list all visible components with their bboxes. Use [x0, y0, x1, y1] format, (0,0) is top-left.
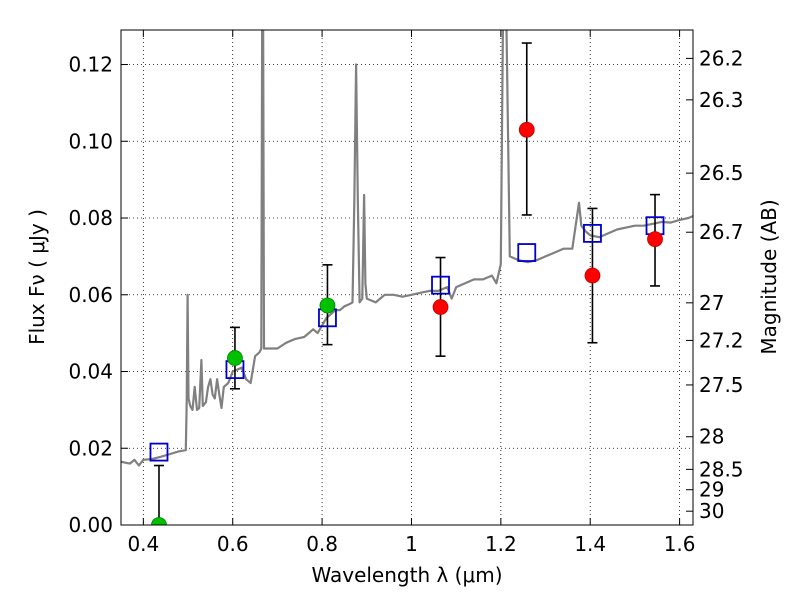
grid [121, 30, 693, 526]
x-tick-label: 1.2 [485, 532, 517, 556]
y-tick-label: 0.02 [68, 436, 113, 460]
spectrum-line [121, 30, 693, 467]
x-tick-label: 1 [405, 532, 418, 556]
magnitude-tick-label: 26.2 [699, 46, 744, 70]
magnitude-tick-label: 26.7 [699, 220, 744, 244]
marker-layer [149, 121, 665, 525]
y-tick-label: 0.08 [68, 206, 113, 230]
magnitude-tick-label: 28 [699, 425, 724, 449]
x-tick-label: 0.6 [217, 532, 249, 556]
y-tick-label: 0.10 [68, 129, 113, 153]
green-data-point [151, 517, 167, 525]
y-tick-label: 0.00 [68, 513, 113, 537]
red-data-point [432, 299, 449, 315]
model-square [517, 243, 537, 262]
axis-ticks: 0.4 0.6 0.8 1 1.2 1.4 1.6 0.00 0.02 0.04 0.06 0.08 0… [68, 30, 744, 556]
green-data-point [227, 350, 243, 366]
y-axis-label-left: Flux Fν ( μJy ) [25, 209, 49, 345]
magnitude-tick-label: 27.5 [699, 373, 744, 397]
magnitude-tick-label: 27 [699, 291, 724, 315]
model-square [583, 223, 602, 243]
magnitude-tick-label: 28.5 [699, 457, 744, 481]
green-data-point [319, 297, 336, 314]
magnitude-tick-label: 27.2 [699, 328, 744, 352]
magnitude-tick-label: 29 [699, 478, 724, 502]
x-tick-label: 1.6 [664, 532, 696, 556]
x-tick-label: 0.8 [306, 532, 338, 556]
model-square [149, 442, 169, 462]
red-data-point [584, 267, 601, 284]
red-data-point [518, 121, 535, 138]
magnitude-tick-label: 26.5 [699, 161, 744, 185]
spectrum-layer [121, 30, 693, 467]
y-tick-label: 0.04 [68, 360, 113, 384]
x-tick-label: 1.4 [574, 532, 606, 556]
model-square [431, 275, 450, 295]
y-tick-label: 0.06 [68, 283, 113, 307]
red-data-point [647, 231, 663, 248]
y-tick-label: 0.12 [68, 53, 113, 77]
x-axis-label: Wavelength λ (μm) [311, 563, 502, 587]
x-tick-label: 0.4 [127, 532, 159, 556]
magnitude-tick-label: 30 [699, 499, 724, 523]
plot-frame [120, 29, 694, 526]
errorbar-layer [153, 42, 661, 525]
y-axis-label-right: Magnitude (AB) [757, 199, 781, 354]
magnitude-tick-label: 26.3 [699, 88, 744, 112]
